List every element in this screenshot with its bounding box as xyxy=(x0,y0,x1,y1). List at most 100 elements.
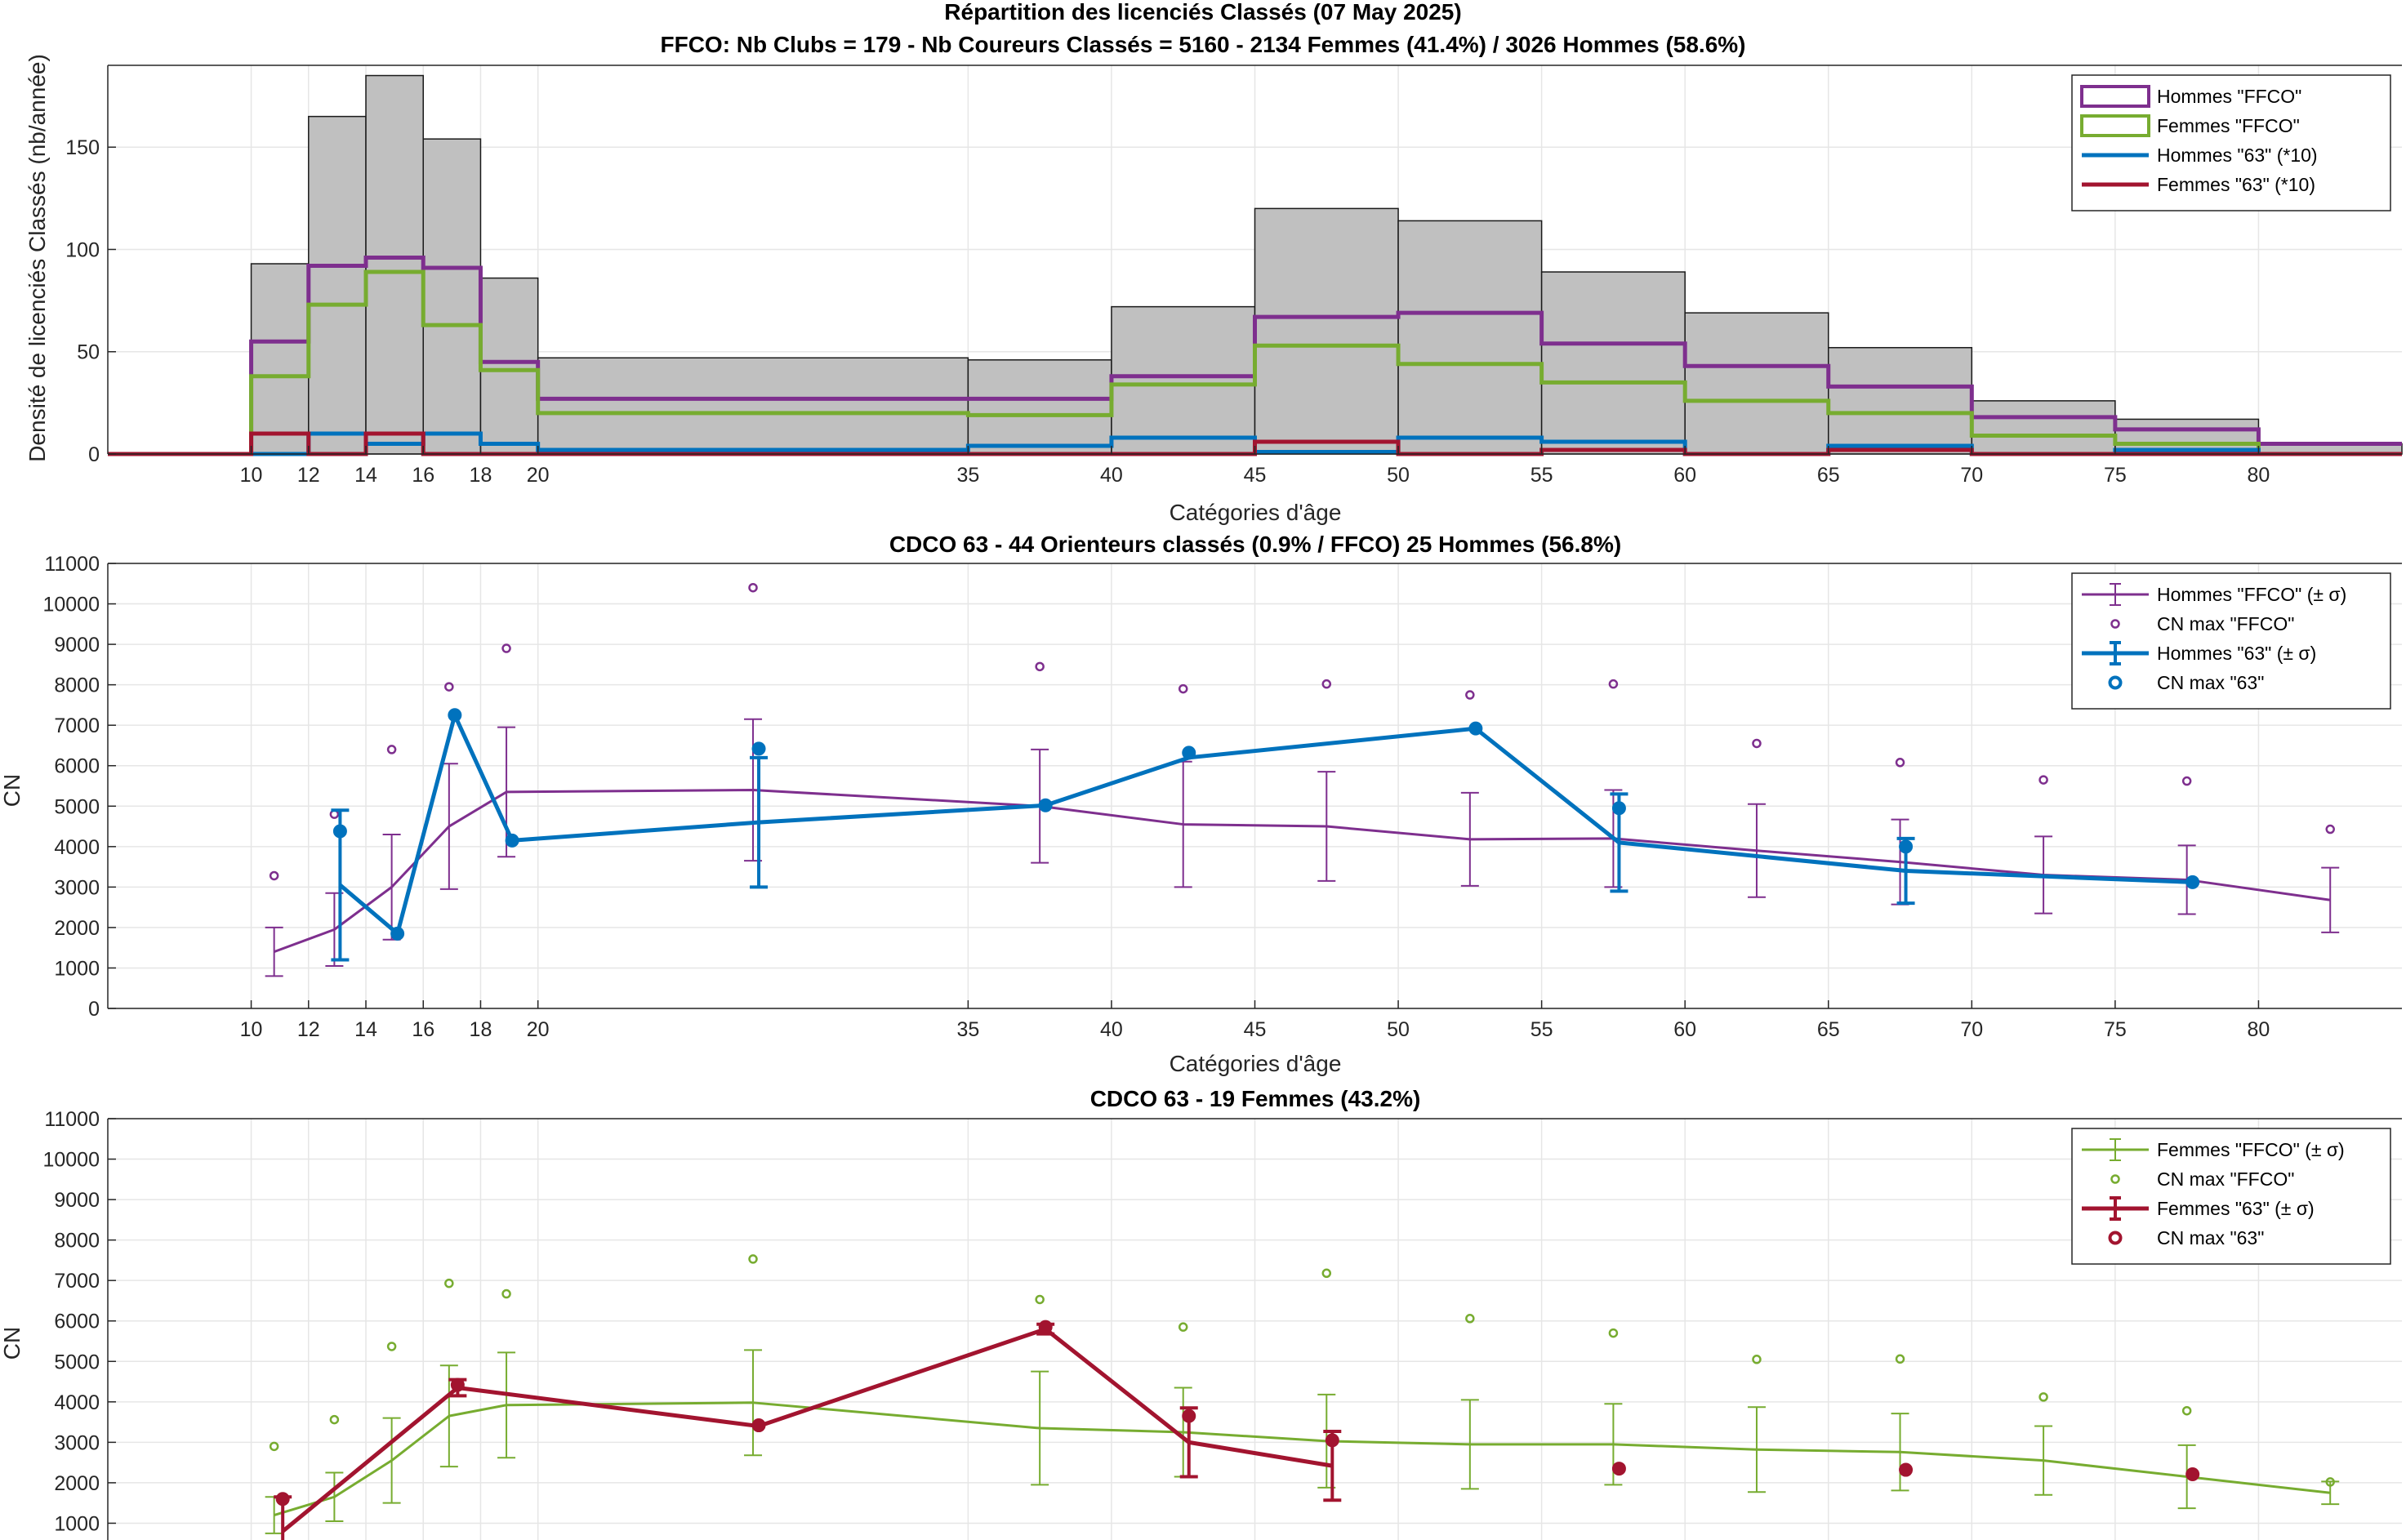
panel-men-ylabel: CN xyxy=(0,774,25,807)
men-xtick-label: 14 xyxy=(354,1018,377,1041)
men-series-3-point xyxy=(751,741,766,756)
women-series-1-point xyxy=(1752,1355,1762,1364)
men-xtick-label: 80 xyxy=(2248,1018,2270,1041)
density-xtick-label: 60 xyxy=(1673,464,1696,487)
men-xtick-label: 12 xyxy=(297,1018,320,1041)
men-ytick-label: 4000 xyxy=(54,836,100,859)
men-ytick-label: 10000 xyxy=(42,594,100,616)
women-ytick-label: 1000 xyxy=(54,1512,100,1535)
men-series-1-point xyxy=(386,745,397,754)
men-ytick-label: 5000 xyxy=(54,795,100,818)
women-series-3-point xyxy=(751,1418,766,1433)
women-ytick-label: 4000 xyxy=(54,1391,100,1414)
density-legend-swatch-1 xyxy=(2080,114,2150,137)
density-ytick-label: 0 xyxy=(88,443,100,466)
women-series-1-point xyxy=(1178,1322,1188,1332)
men-series-1-point xyxy=(269,870,279,881)
men-series-1-point xyxy=(2325,824,2335,835)
men-ytick-label: 11000 xyxy=(44,553,100,576)
density-bar xyxy=(308,115,367,455)
density-bar xyxy=(1684,312,1829,455)
men-series-3-point xyxy=(332,824,347,839)
men-series-1-point xyxy=(1321,679,1332,689)
women-series-1-point xyxy=(501,1289,511,1299)
women-series-1-point xyxy=(2325,1477,2335,1487)
men-xtick-label: 70 xyxy=(1960,1018,1983,1041)
men-series-1-point xyxy=(748,582,758,593)
men-ytick-label: 3000 xyxy=(54,876,100,899)
women-ytick-label: 8000 xyxy=(54,1230,100,1253)
men-series-1-point xyxy=(444,682,454,692)
men-series-3-point xyxy=(1038,798,1053,812)
density-xtick-label: 75 xyxy=(2104,464,2127,487)
men-series-1-point xyxy=(1608,679,1619,689)
men-series-3-point xyxy=(390,926,405,941)
men-xtick-label: 60 xyxy=(1673,1018,1696,1041)
density-legend-swatch-0 xyxy=(2080,85,2150,108)
men-series-0-line xyxy=(274,788,2331,954)
women-ytick-label: 6000 xyxy=(54,1311,100,1333)
men-ytick-label: 7000 xyxy=(54,714,100,737)
men-xtick-label: 20 xyxy=(527,1018,550,1041)
women-series-1-point xyxy=(329,1414,340,1425)
density-legend-label-3: Femmes "63" (*10) xyxy=(2157,174,2315,195)
men-series-3-point xyxy=(448,708,462,723)
women-series-3-point xyxy=(2185,1467,2200,1482)
women-series-3-point xyxy=(450,1378,465,1392)
women-legend-swatch-3 xyxy=(2108,1231,2123,1245)
men-xtick-label: 10 xyxy=(240,1018,263,1041)
women-series-0-line xyxy=(274,1401,2331,1516)
women-series-1-point xyxy=(1465,1314,1475,1324)
density-legend-label-0: Hommes "FFCO" xyxy=(2157,86,2301,107)
women-series-3-point xyxy=(1038,1320,1053,1334)
density-xtick-label: 55 xyxy=(1530,464,1553,487)
density-xtick-label: 50 xyxy=(1387,464,1410,487)
women-legend-label-1: CN max "FFCO" xyxy=(2157,1168,2294,1190)
men-xtick-label: 16 xyxy=(412,1018,434,1041)
women-series-3-point xyxy=(1899,1462,1914,1477)
women-series-3-point xyxy=(1325,1433,1339,1448)
women-series-2-line xyxy=(281,1327,1333,1533)
women-series-1-point xyxy=(748,1254,758,1264)
women-series-1-point xyxy=(2181,1405,2192,1416)
women-series-1-point xyxy=(1321,1268,1332,1279)
men-series-3-point xyxy=(505,833,519,848)
men-xtick-label: 65 xyxy=(1817,1018,1840,1041)
density-legend-label-1: Femmes "FFCO" xyxy=(2157,115,2300,136)
women-ytick-label: 11000 xyxy=(44,1108,100,1131)
density-bar xyxy=(967,359,1112,455)
men-legend-label-0: Hommes "FFCO" (± σ) xyxy=(2157,584,2346,605)
women-legend-label-0: Femmes "FFCO" (± σ) xyxy=(2157,1139,2345,1160)
women-series-1-point xyxy=(1608,1328,1619,1338)
men-series-1-point xyxy=(1035,661,1045,672)
men-xtick-label: 55 xyxy=(1530,1018,1553,1041)
women-ytick-label: 7000 xyxy=(54,1270,100,1293)
panel-women: 1000 2000 3000 4000 5000 6000 7000 8000 9000 1000… xyxy=(42,1108,2402,1540)
men-series-1-point xyxy=(1895,758,1905,768)
density-bar xyxy=(1254,207,1399,455)
panel-density-ylabel: Densité de licenciés Classés (nb/année) xyxy=(25,54,50,462)
women-series-3-point xyxy=(275,1492,290,1507)
density-legend xyxy=(2071,74,2391,211)
density-bar xyxy=(1828,346,1973,455)
density-ytick-label: 50 xyxy=(77,341,100,364)
women-ytick-label: 5000 xyxy=(54,1351,100,1373)
women-legend xyxy=(2071,1128,2391,1265)
women-ytick-label: 2000 xyxy=(54,1472,100,1495)
density-xtick-label: 12 xyxy=(297,464,320,487)
men-series-1-point xyxy=(1465,690,1475,700)
density-bar xyxy=(537,357,969,455)
men-legend-label-1: CN max "FFCO" xyxy=(2157,613,2294,634)
women-ytick-label: 10000 xyxy=(42,1149,100,1172)
men-series-1-point xyxy=(2181,776,2192,786)
panel-men-xlabel: Catégories d'âge xyxy=(1170,1051,1342,1076)
density-bar xyxy=(1540,271,1686,455)
density-xtick-label: 10 xyxy=(240,464,263,487)
figure-title-line2: FFCO: Nb Clubs = 179 - Nb Coureurs Class… xyxy=(661,32,1746,57)
density-bar xyxy=(479,277,539,455)
density-xtick-label: 45 xyxy=(1244,464,1267,487)
men-series-3-point xyxy=(2185,875,2200,889)
panel-density-xlabel: Catégories d'âge xyxy=(1170,500,1342,525)
density-ytick-label: 100 xyxy=(65,238,100,261)
